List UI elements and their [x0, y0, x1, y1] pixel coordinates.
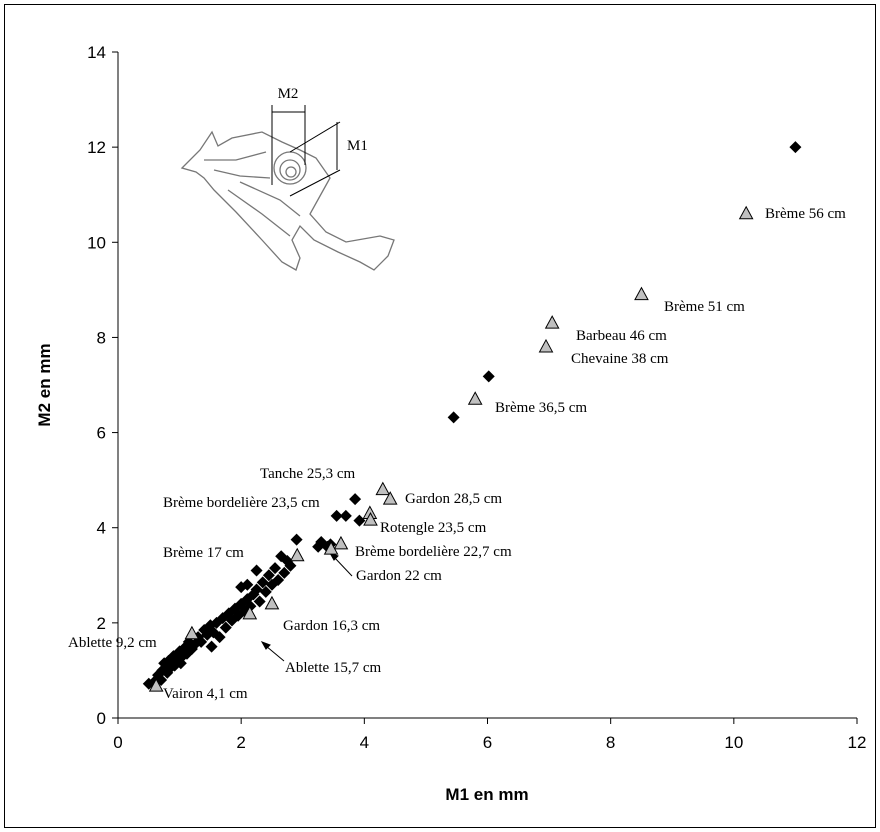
triangle-marker — [264, 595, 280, 610]
point-label: Gardon 16,3 cm — [283, 618, 380, 634]
chart-border — [4, 4, 876, 828]
x-tick-label: 2 — [236, 733, 245, 752]
point-label: Brème 56 cm — [765, 206, 846, 222]
point-label: Ablette 15,7 cm — [285, 660, 382, 676]
y-tick-label: 10 — [87, 233, 106, 252]
triangle-marker — [382, 491, 398, 505]
x-tick-label: 10 — [724, 733, 743, 752]
triangle-marker — [544, 315, 560, 329]
diamond-marker — [339, 509, 352, 522]
triangle-marker — [467, 391, 483, 405]
x-tick-label: 8 — [606, 733, 615, 752]
x-tick-label: 12 — [848, 733, 867, 752]
diamond-marker — [262, 569, 275, 582]
point-label: Brème 36,5 cm — [495, 400, 587, 416]
triangle-marker — [363, 512, 378, 526]
point-label: Brème 17 cm — [163, 545, 244, 561]
triangle-marker — [148, 678, 164, 692]
diamond-marker — [482, 370, 495, 383]
diamond-marker — [241, 578, 254, 591]
diamond-marker — [284, 559, 297, 572]
point-label: Barbeau 46 cm — [576, 328, 667, 344]
diamond-marker — [256, 576, 269, 589]
triangle-marker — [634, 286, 649, 301]
triangle-marker — [538, 338, 554, 353]
point-label: Brème bordelière 23,5 cm — [163, 495, 320, 511]
diamond-marker — [789, 141, 802, 154]
triangle-marker — [184, 625, 200, 640]
diamond-marker — [278, 566, 291, 579]
triangle-marker — [323, 541, 339, 555]
diamond-marker — [205, 640, 218, 653]
point-label: Vairon 4,1 cm — [163, 686, 248, 702]
point-label: Rotengle 23,5 cm — [380, 520, 487, 536]
diamond-marker — [219, 621, 232, 634]
diamond-marker — [250, 564, 263, 577]
diamond-marker — [330, 509, 343, 522]
arrows — [260, 552, 353, 662]
point-label: Brème bordelière 22,7 cm — [355, 544, 512, 560]
triangle-marker — [289, 547, 305, 562]
inset-drawing — [180, 130, 395, 271]
triangle-marker — [333, 535, 349, 550]
diamond-marker — [213, 631, 226, 644]
diamond-marker — [353, 514, 366, 527]
diamond-marker — [244, 600, 257, 613]
x-axis-title: M1 en mm — [445, 785, 528, 804]
inset-label: M2 — [278, 86, 299, 102]
triangle-marker — [738, 205, 754, 220]
y-tick-label: 4 — [97, 519, 106, 538]
diamond-marker — [447, 411, 460, 424]
point-label: Chevaine 38 cm — [571, 351, 669, 367]
point-label: Gardon 22 cm — [356, 568, 442, 584]
diamond-marker — [253, 595, 266, 608]
diamond-marker — [290, 533, 303, 546]
x-tick-label: 0 — [113, 733, 122, 752]
point-label: Brème 51 cm — [664, 299, 745, 315]
y-tick-label: 0 — [97, 709, 106, 728]
diamond-marker — [349, 493, 362, 506]
diamond-marker — [259, 585, 272, 598]
y-tick-label: 14 — [87, 43, 106, 62]
x-tick-label: 4 — [360, 733, 369, 752]
triangle-marker — [375, 481, 391, 496]
y-tick-label: 6 — [97, 424, 106, 443]
y-axis-title: M2 en mm — [35, 343, 54, 426]
inset-label: M1 — [347, 138, 368, 154]
diamond-marker — [250, 583, 263, 596]
y-tick-label: 2 — [97, 614, 106, 633]
y-tick-label: 12 — [87, 138, 106, 157]
x-tick-label: 6 — [483, 733, 492, 752]
diamond-marker — [272, 574, 285, 587]
point-label: Ablette 9,2 cm — [68, 635, 157, 651]
diamond-marker — [269, 562, 282, 575]
inset-dimensions — [271, 105, 341, 197]
triangle-marker — [242, 605, 258, 620]
point-label: Tanche 25,3 cm — [260, 466, 355, 482]
point-label: Gardon 28,5 cm — [405, 491, 502, 507]
y-tick-label: 8 — [97, 328, 106, 347]
